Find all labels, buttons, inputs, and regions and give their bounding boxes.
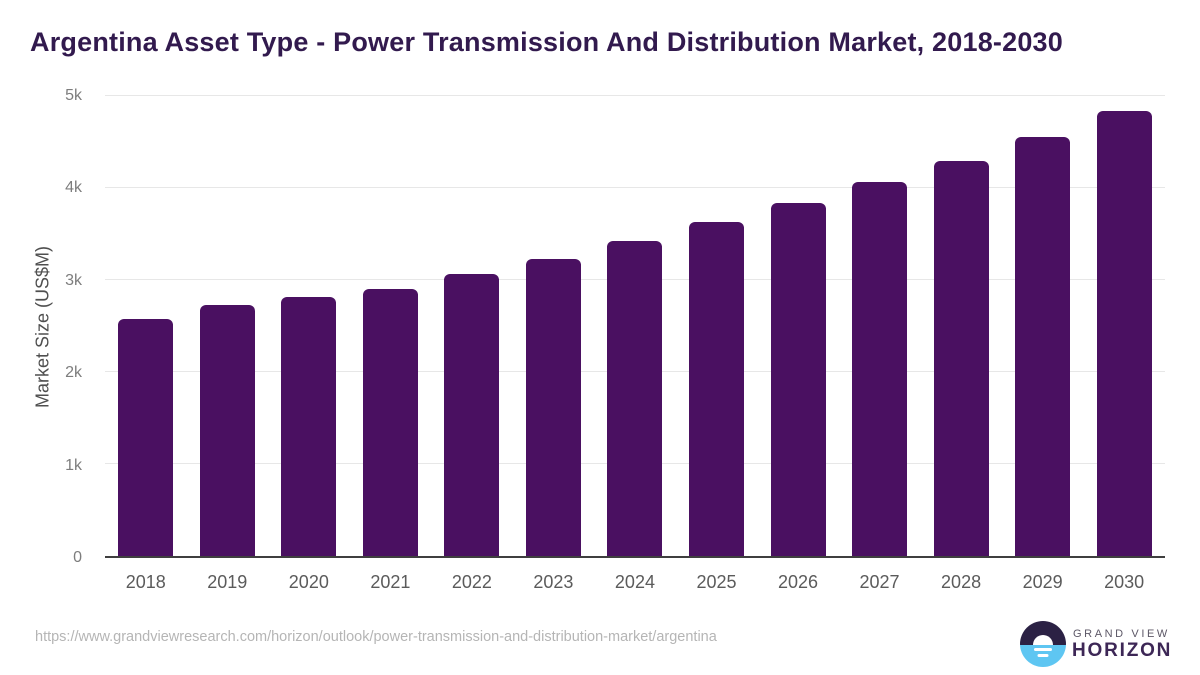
x-tick-label-2028: 2028 (941, 572, 982, 592)
x-tick-label-2029: 2029 (1022, 572, 1063, 592)
bar-2021[interactable] (362, 289, 418, 556)
bar-column-2022 (431, 96, 513, 556)
gridline-5000 (105, 95, 1165, 96)
y-tick-label: 4k (65, 179, 82, 197)
x-tick-label-2025: 2025 (696, 572, 737, 592)
bar-2025[interactable] (688, 222, 744, 556)
x-tick-label-2022: 2022 (451, 572, 492, 592)
wave-reflection-icon (1034, 647, 1052, 651)
bar-2026[interactable] (770, 202, 826, 556)
bar-2024[interactable] (607, 241, 663, 556)
y-tick-label: 3k (65, 271, 82, 289)
x-tick-label-2019: 2019 (207, 572, 248, 592)
bar-column-2021 (350, 96, 432, 556)
x-tick-label-2018: 2018 (125, 572, 166, 592)
bar-2029[interactable] (1015, 137, 1071, 556)
bars-row (105, 96, 1165, 556)
bar-2022[interactable] (444, 274, 500, 556)
x-tick-label-2020: 2020 (288, 572, 329, 592)
bar-2020[interactable] (281, 297, 337, 556)
y-tick-label: 5k (65, 87, 82, 104)
bar-2027[interactable] (852, 182, 908, 556)
plot-area (105, 95, 1165, 558)
x-tick-label-2030: 2030 (1104, 572, 1145, 592)
bar-column-2028 (920, 96, 1002, 556)
y-tick-label: 2k (65, 364, 82, 382)
wave-reflection-icon (1037, 653, 1049, 657)
sun-icon (1033, 634, 1053, 645)
y-tick-label: 1k (65, 456, 82, 474)
chart-title: Argentina Asset Type - Power Transmissio… (30, 27, 1063, 57)
horizon-sunset-icon (1020, 621, 1066, 667)
y-axis-ticks: 0 1k 2k 3k 4k 5k (40, 87, 95, 566)
x-tick-label-2024: 2024 (614, 572, 655, 592)
bar-column-2025 (676, 96, 758, 556)
bar-column-2027 (839, 96, 921, 556)
source-url: https://www.grandviewresearch.com/horizo… (35, 629, 717, 645)
x-axis-labels: 2018 2019 2020 2021 2022 2023 2024 2025 2026 2027… (105, 572, 1165, 593)
x-tick-label-2027: 2027 (859, 572, 900, 592)
bar-column-2020 (268, 96, 350, 556)
x-tick-label-2023: 2023 (533, 572, 574, 592)
logo-brand-name: GRAND VIEW (1073, 628, 1170, 640)
y-tick-label: 0 (73, 549, 82, 566)
bar-2030[interactable] (1096, 110, 1152, 556)
logo-product-name: HORIZON (1072, 640, 1173, 661)
bar-column-2023 (513, 96, 595, 556)
bar-2019[interactable] (199, 304, 255, 556)
bar-column-2018 (105, 96, 187, 556)
bar-2018[interactable] (118, 318, 174, 556)
bar-column-2024 (594, 96, 676, 556)
grand-view-horizon-logo: GRAND VIEW HORIZON (1020, 619, 1170, 667)
bar-2023[interactable] (525, 258, 581, 556)
bar-column-2029 (1002, 96, 1084, 556)
bar-column-2026 (757, 96, 839, 556)
bar-column-2030 (1083, 96, 1165, 556)
bar-column-2019 (187, 96, 269, 556)
gridline-4000 (105, 187, 1165, 188)
bar-2028[interactable] (933, 161, 989, 556)
x-tick-label-2026: 2026 (777, 572, 819, 592)
x-tick-label-2021: 2021 (370, 572, 411, 592)
